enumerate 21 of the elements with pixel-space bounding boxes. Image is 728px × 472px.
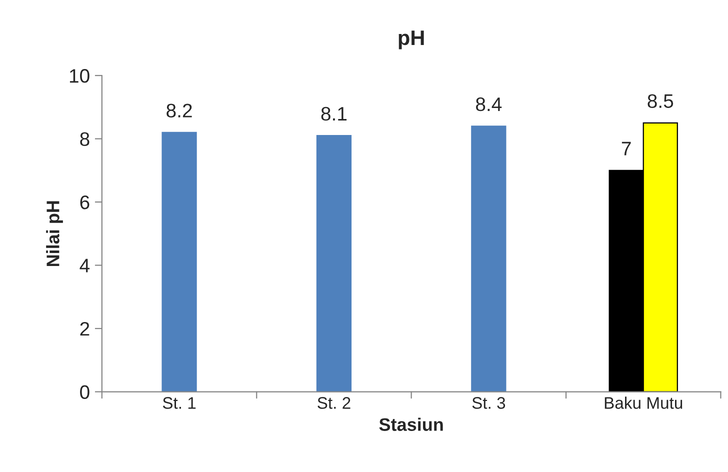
chart-title: pH bbox=[398, 30, 424, 50]
data-label: 8.5 bbox=[648, 94, 674, 108]
y-tick-label: 6 bbox=[80, 195, 90, 210]
x-tick-label: Baku Mutu bbox=[604, 396, 682, 409]
y-tick-label: 10 bbox=[70, 68, 90, 83]
y-tick-label: 0 bbox=[80, 385, 90, 399]
data-label: 8.1 bbox=[321, 106, 347, 121]
y-axis-title: Nilai pH bbox=[46, 201, 63, 266]
y-tick-label: 8 bbox=[80, 132, 90, 146]
x-tick-label: St. 2 bbox=[318, 397, 350, 409]
x-axis-title: Stasiun bbox=[379, 418, 443, 431]
data-label: 7 bbox=[622, 142, 631, 156]
x-tick-label: St. 1 bbox=[162, 397, 196, 409]
data-label: 8.2 bbox=[166, 104, 192, 118]
bar bbox=[162, 132, 197, 392]
y-tick-label: 2 bbox=[80, 322, 90, 336]
y-tick-label: 4 bbox=[80, 258, 90, 272]
bar bbox=[316, 135, 352, 392]
x-tick-label: St. 3 bbox=[472, 397, 506, 409]
bar bbox=[471, 126, 506, 392]
data-label: 8.4 bbox=[476, 97, 502, 112]
